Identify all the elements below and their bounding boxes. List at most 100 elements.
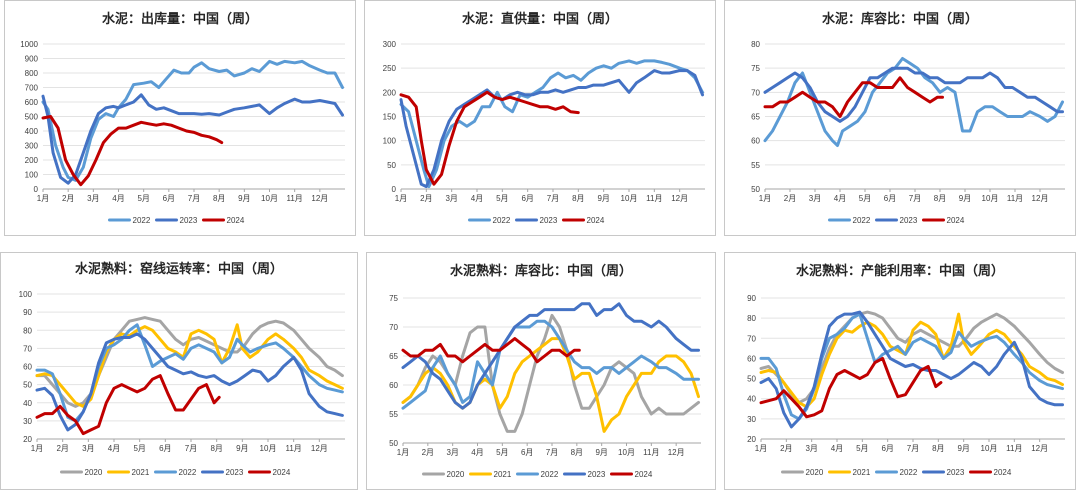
series-line-2022 [41, 59, 344, 182]
x-tick-label: 7月 [188, 194, 200, 203]
y-tick-label: 50 [747, 375, 756, 384]
x-tick-label: 12月 [311, 194, 328, 203]
x-tick-label: 2月 [56, 444, 68, 453]
series-line-2023 [763, 66, 1064, 123]
legend-label-2023: 2023 [226, 468, 244, 477]
x-tick-label: 1月 [755, 444, 767, 453]
y-tick-label: 500 [25, 113, 39, 122]
x-tick-label: 7月 [547, 194, 559, 203]
y-tick-label: 80 [751, 40, 760, 49]
x-tick-label: 4月 [112, 194, 124, 203]
x-tick-label: 12月 [1032, 194, 1049, 203]
x-tick-label: 12月 [668, 448, 685, 457]
y-tick-label: 400 [25, 127, 39, 136]
y-tick-label: 20 [23, 435, 32, 444]
series-line-2024 [41, 115, 224, 187]
x-tick-label: 8月 [572, 194, 584, 203]
legend-label-2022: 2022 [900, 468, 918, 477]
x-tick-label: 3月 [805, 444, 817, 453]
y-tick-label: 55 [389, 410, 398, 419]
x-tick-label: 2月 [420, 194, 432, 203]
y-tick-label: 30 [747, 415, 756, 424]
y-tick-label: 70 [747, 334, 756, 343]
chart-svg-2: 水泥：直供量：中国（周） 0 50 100 150 200 250 300 1月 2月 3月 4月 5月… [383, 11, 705, 225]
x-tick-label: 10月 [260, 444, 277, 453]
legend-label-2020: 2020 [447, 470, 465, 479]
legend-label-2020: 2020 [806, 468, 824, 477]
x-tick-label: 3月 [446, 448, 458, 457]
x-tick-label: 5月 [137, 194, 149, 203]
y-tick-label: 150 [383, 113, 397, 122]
chart-title: 水泥：出库量：中国（周） [102, 11, 258, 26]
x-tick-label: 1月 [759, 194, 771, 203]
legend-label-2022: 2022 [179, 468, 197, 477]
x-tick-label: 8月 [210, 444, 222, 453]
x-tick-label: 3月 [82, 444, 94, 453]
series-line-2024 [399, 90, 580, 186]
x-tick-label: 10月 [261, 194, 278, 203]
x-tick-label: 11月 [287, 194, 303, 203]
chart-svg-6: 水泥熟料：产能利用率：中国（周） 20 30 40 50 60 70 80 90 1月 2月 3月 4月… [747, 263, 1065, 477]
y-tick-label: 700 [25, 84, 39, 93]
y-tick-label: 50 [387, 161, 396, 170]
series-line-2023 [759, 310, 1064, 429]
y-tick-label: 100 [383, 137, 397, 146]
y-tick-label: 65 [751, 113, 760, 122]
y-tick-label: 80 [747, 314, 756, 323]
x-tick-label: 4月 [108, 444, 120, 453]
x-tick-label: 9月 [957, 444, 969, 453]
y-tick-label: 55 [751, 161, 760, 170]
legend-label-2024: 2024 [635, 470, 653, 479]
legend-label-2021: 2021 [853, 468, 871, 477]
chart-svg-1: 水泥：出库量：中国（周） 0 100 200 300 400 500 600 700 800 900… [20, 11, 345, 225]
chart-title: 水泥熟料：库容比：中国（周） [450, 263, 632, 278]
y-tick-label: 300 [383, 40, 397, 49]
x-tick-label: 4月 [834, 194, 846, 203]
chart-svg-5: 水泥熟料：库容比：中国（周） 50 55 60 65 70 75 1月 2月 3月 4月 5月 6月 7月… [389, 263, 701, 479]
x-tick-label: 9月 [959, 194, 971, 203]
x-tick-label: 1月 [31, 444, 43, 453]
y-tick-label: 40 [23, 399, 32, 408]
x-tick-label: 10月 [618, 448, 635, 457]
y-tick-label: 50 [389, 439, 398, 448]
y-tick-label: 900 [25, 55, 39, 64]
x-tick-label: 8月 [571, 448, 583, 457]
x-tick-label: 2月 [780, 444, 792, 453]
y-tick-label: 60 [389, 381, 398, 390]
series-line-2022 [763, 57, 1064, 147]
x-tick-label: 1月 [397, 448, 409, 457]
y-tick-label: 0 [392, 185, 397, 194]
y-tick-label: 60 [23, 363, 32, 372]
x-tick-label: 11月 [1007, 194, 1023, 203]
x-tick-label: 6月 [521, 448, 533, 457]
x-tick-label: 5月 [496, 194, 508, 203]
x-tick-label: 6月 [884, 194, 896, 203]
x-tick-label: 8月 [934, 194, 946, 203]
series-line-2023 [35, 332, 344, 432]
x-tick-label: 11月 [646, 194, 662, 203]
y-tick-label: 70 [23, 344, 32, 353]
y-tick-label: 200 [383, 88, 397, 97]
chart-title: 水泥：库容比：中国（周） [822, 11, 978, 26]
x-tick-label: 10月 [981, 444, 998, 453]
x-tick-label: 9月 [236, 444, 248, 453]
legend-label-2023: 2023 [540, 216, 558, 225]
chart-panel-1: 水泥：出库量：中国（周） 0 100 200 300 400 500 600 700 800 900… [4, 0, 356, 236]
legend-label-2021: 2021 [132, 468, 150, 477]
x-tick-label: 5月 [859, 194, 871, 203]
x-tick-label: 12月 [1031, 444, 1048, 453]
chart-svg-3: 水泥：库容比：中国（周） 50 55 60 65 70 75 80 1月 2月 3月 4月 5月 6月 7月… [751, 11, 1065, 225]
series-line-2023 [399, 69, 704, 189]
x-tick-label: 5月 [496, 448, 508, 457]
x-tick-label: 8月 [213, 194, 225, 203]
series-line-2023 [401, 302, 700, 410]
x-tick-label: 9月 [595, 448, 607, 457]
x-tick-label: 8月 [932, 444, 944, 453]
x-tick-label: 5月 [856, 444, 868, 453]
x-tick-label: 11月 [1006, 444, 1022, 453]
x-tick-label: 1月 [395, 194, 407, 203]
y-tick-label: 90 [747, 294, 756, 303]
x-tick-label: 11月 [643, 448, 659, 457]
legend-label-2020: 2020 [85, 468, 103, 477]
series-line-2021 [35, 323, 344, 408]
